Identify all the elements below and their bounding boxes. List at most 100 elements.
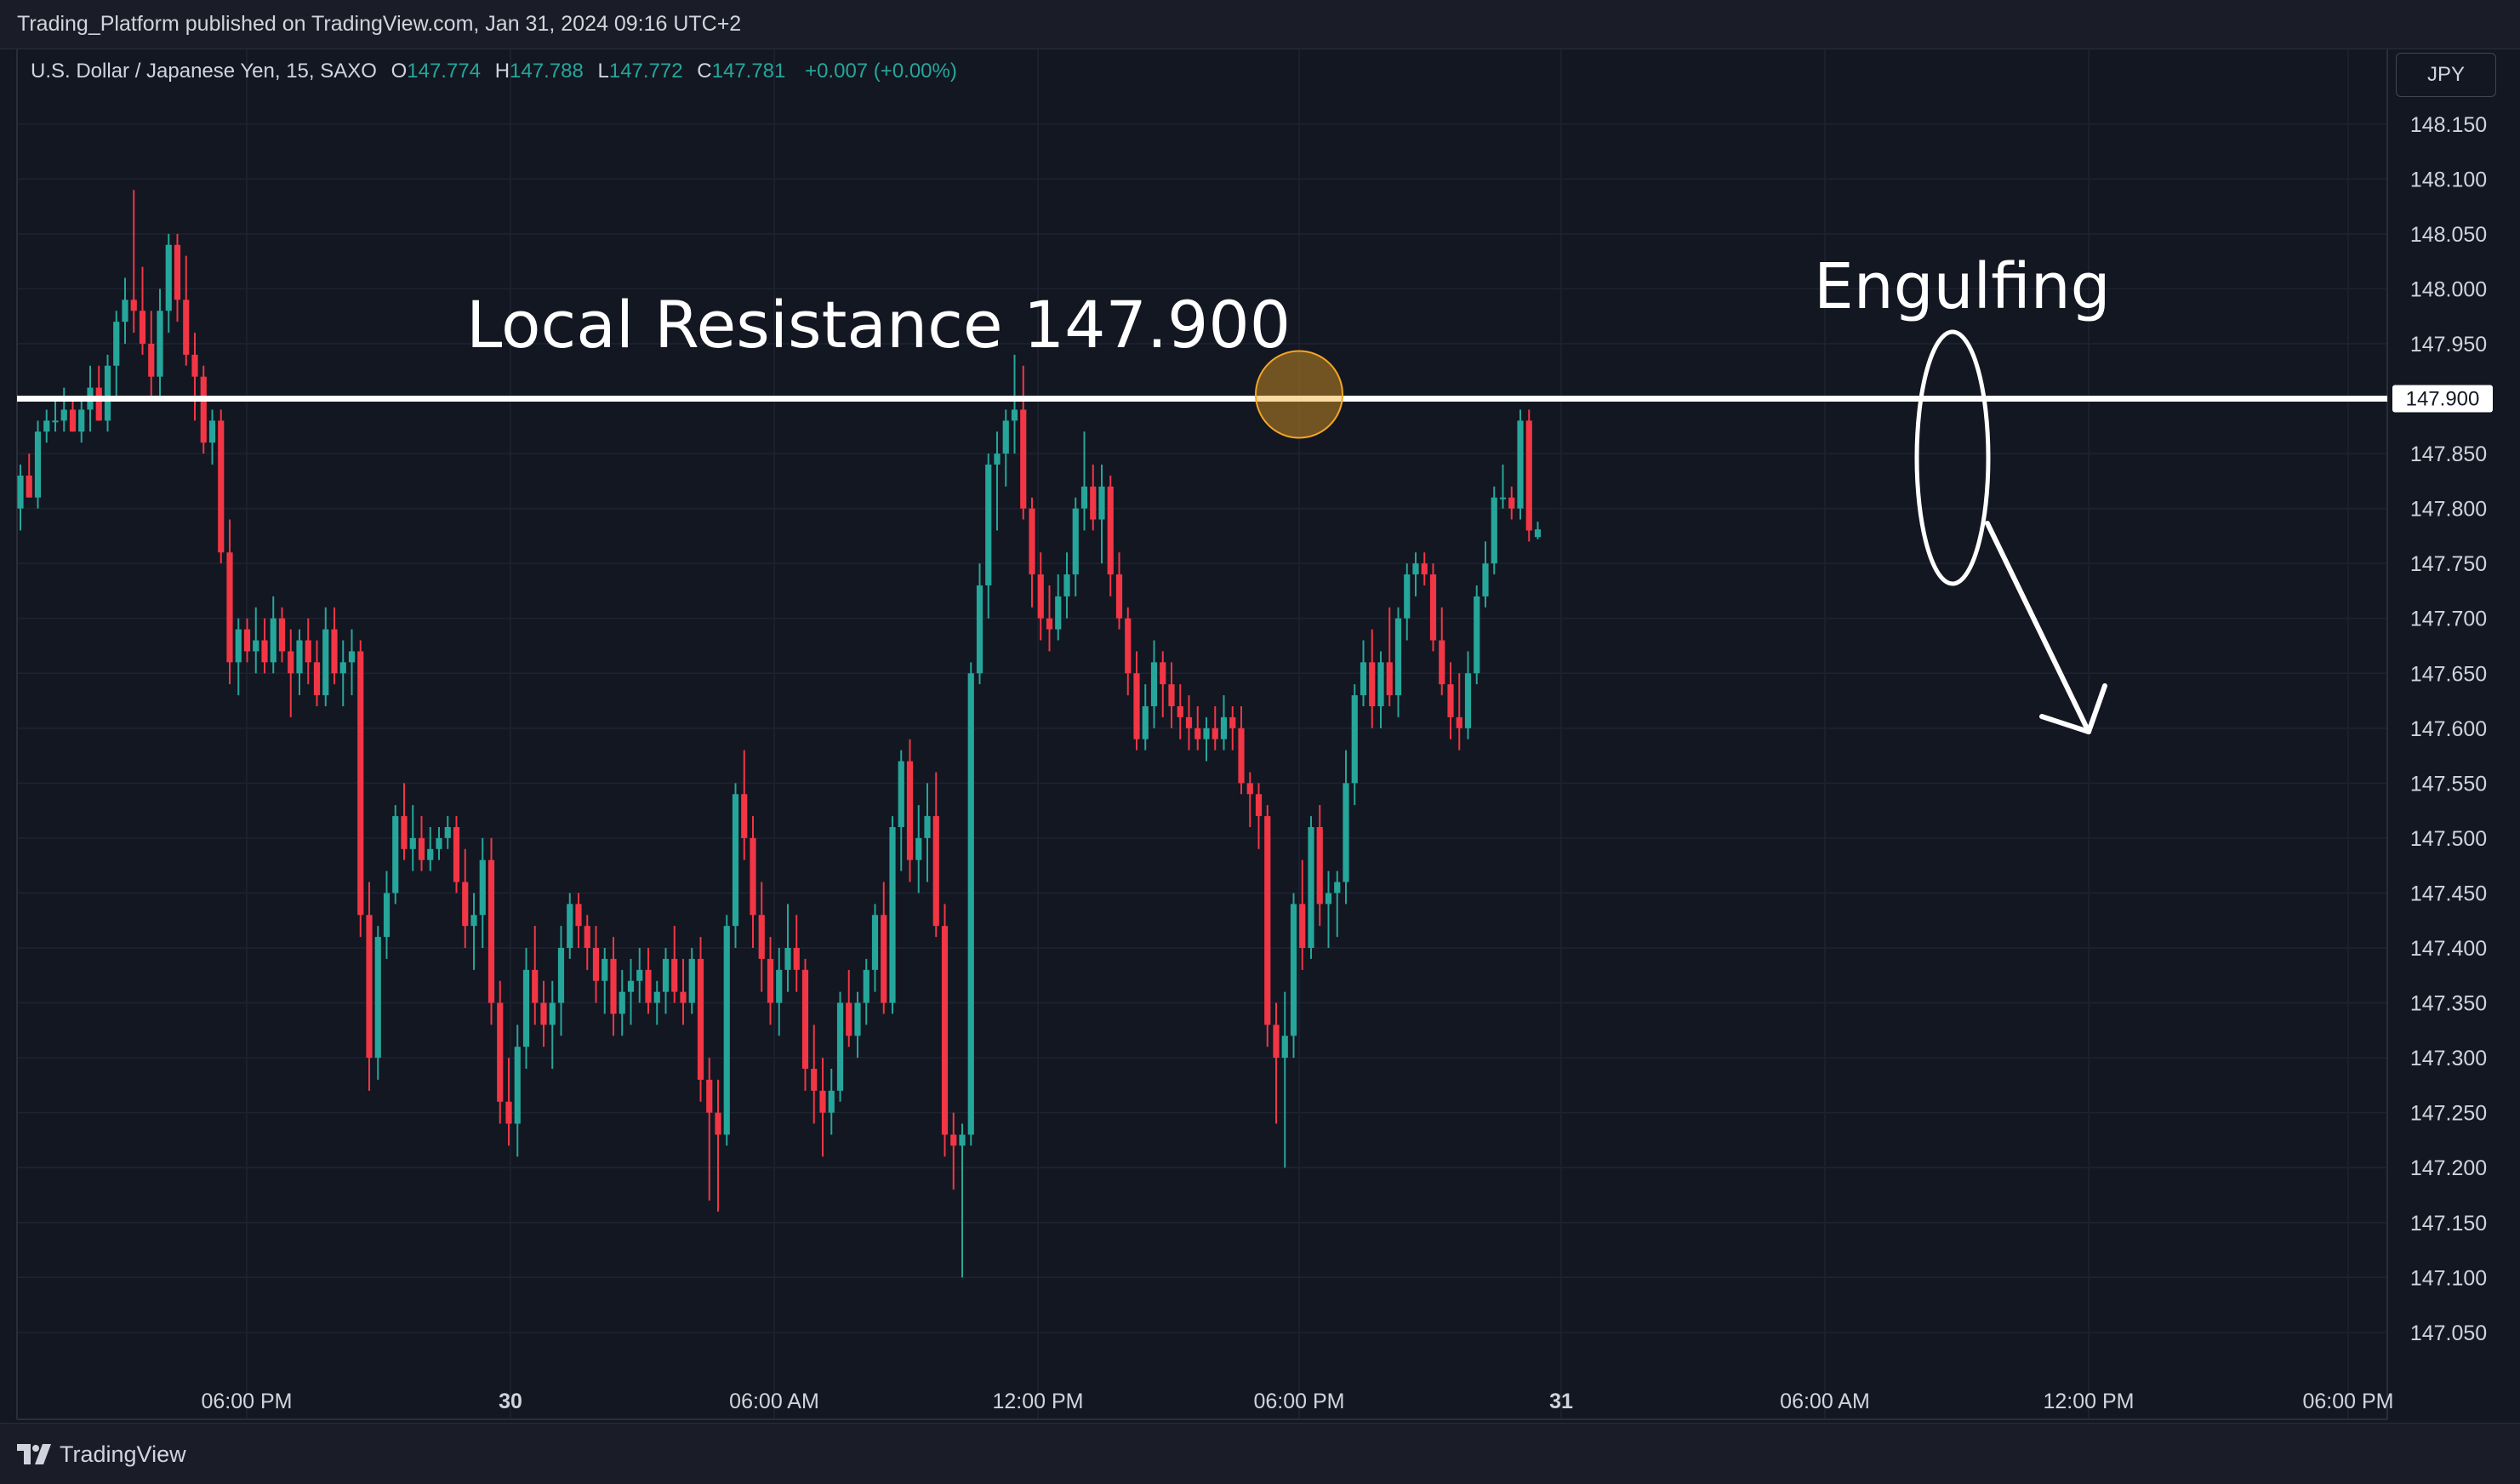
candle [671, 926, 678, 1003]
candle-body [1316, 826, 1323, 905]
candle-body [1534, 529, 1542, 538]
candle-body [130, 300, 137, 311]
candle [409, 805, 416, 871]
candle [1334, 870, 1341, 938]
candle-body [1160, 662, 1166, 685]
candle [549, 980, 556, 1070]
candle [645, 948, 652, 1014]
candle-body [976, 585, 983, 674]
candle [487, 837, 495, 1025]
time-tick: 12:00 PM [2043, 1390, 2134, 1413]
candle-body [1090, 486, 1097, 520]
candle-body [374, 937, 381, 1059]
candle [767, 937, 774, 1025]
candle-body [505, 1101, 512, 1124]
candle [1369, 629, 1376, 728]
candle-body [1133, 673, 1140, 739]
candle [567, 893, 573, 959]
change-value: +0.007 (+0.00%) [805, 60, 957, 83]
candle [976, 563, 983, 685]
candle [1055, 574, 1062, 641]
candle [1107, 475, 1114, 596]
candle [1220, 695, 1228, 751]
candle [305, 618, 311, 685]
candle [836, 991, 844, 1102]
candle-body [522, 969, 530, 1047]
candle [1238, 705, 1245, 795]
candle-body [863, 969, 869, 1003]
candle-body [514, 1047, 521, 1124]
candle [636, 948, 643, 1003]
candle [113, 311, 120, 399]
candle-body [758, 915, 765, 959]
close-label: C [697, 60, 712, 83]
candle [1125, 607, 1132, 696]
candle-body [959, 1134, 966, 1146]
candle [243, 618, 251, 663]
candle-body [1098, 486, 1105, 520]
candle-body [932, 816, 939, 927]
candle-body [1325, 893, 1332, 905]
candle [374, 926, 381, 1080]
candle-body [881, 915, 887, 1003]
candle [1142, 684, 1149, 751]
candle-body [470, 915, 477, 927]
candle [418, 816, 425, 871]
price-tick: 147.950 [2410, 333, 2487, 357]
candle-body [1168, 684, 1175, 706]
candle [200, 365, 207, 454]
candle [366, 882, 373, 1091]
candle-body [1125, 618, 1132, 674]
price-tick: 148.100 [2410, 168, 2487, 191]
candle-body [1299, 904, 1306, 948]
candle [1072, 497, 1079, 596]
candle [60, 387, 67, 432]
symbol-name: U.S. Dollar / Japanese Yen, 15, SAXO [31, 60, 377, 83]
candle-body [43, 420, 50, 432]
candle [436, 826, 442, 860]
candle-body [235, 629, 242, 663]
candle-body [453, 826, 460, 882]
time-tick: 12:00 PM [992, 1390, 1083, 1413]
candle-body [941, 926, 949, 1135]
candle [950, 1112, 957, 1190]
candle-body [575, 904, 582, 927]
candle-body [226, 552, 233, 663]
candle-body [348, 651, 356, 663]
candle-body [1115, 574, 1123, 619]
candle [592, 926, 600, 1003]
candle-body [793, 948, 800, 970]
candle [1080, 431, 1088, 531]
candle [226, 519, 233, 685]
candle [52, 398, 59, 432]
symbol-legend: U.S. Dollar / Japanese Yen, 15, SAXO O14… [31, 60, 957, 83]
candle [78, 398, 85, 443]
price-tick: 148.050 [2410, 223, 2487, 247]
candle-body [819, 1090, 826, 1113]
candle-body [924, 816, 931, 838]
price-tick: 147.650 [2410, 662, 2487, 686]
candle-body [1474, 596, 1480, 674]
candle-body [627, 980, 635, 992]
tradingview-brand: TradingView [60, 1441, 186, 1467]
header-bar: Trading_Platform published on TradingVie… [0, 0, 2520, 49]
candle [854, 991, 861, 1059]
candle-body [208, 420, 216, 443]
candle [1508, 486, 1515, 520]
candle [104, 354, 111, 432]
candle-body [732, 794, 739, 927]
candle [261, 618, 268, 674]
candle-body [567, 904, 573, 948]
tradingview-logo[interactable]: TradingView [17, 1439, 186, 1470]
candle [1412, 552, 1419, 596]
currency-button[interactable]: JPY [2396, 53, 2496, 97]
candle-body [619, 991, 625, 1014]
candle-body [706, 1079, 713, 1113]
candle-body [1351, 695, 1358, 784]
price-tick: 147.100 [2410, 1266, 2487, 1290]
candle-body [1011, 409, 1018, 421]
candle [1203, 716, 1210, 762]
candle-body [52, 420, 59, 423]
candle [715, 1079, 721, 1212]
